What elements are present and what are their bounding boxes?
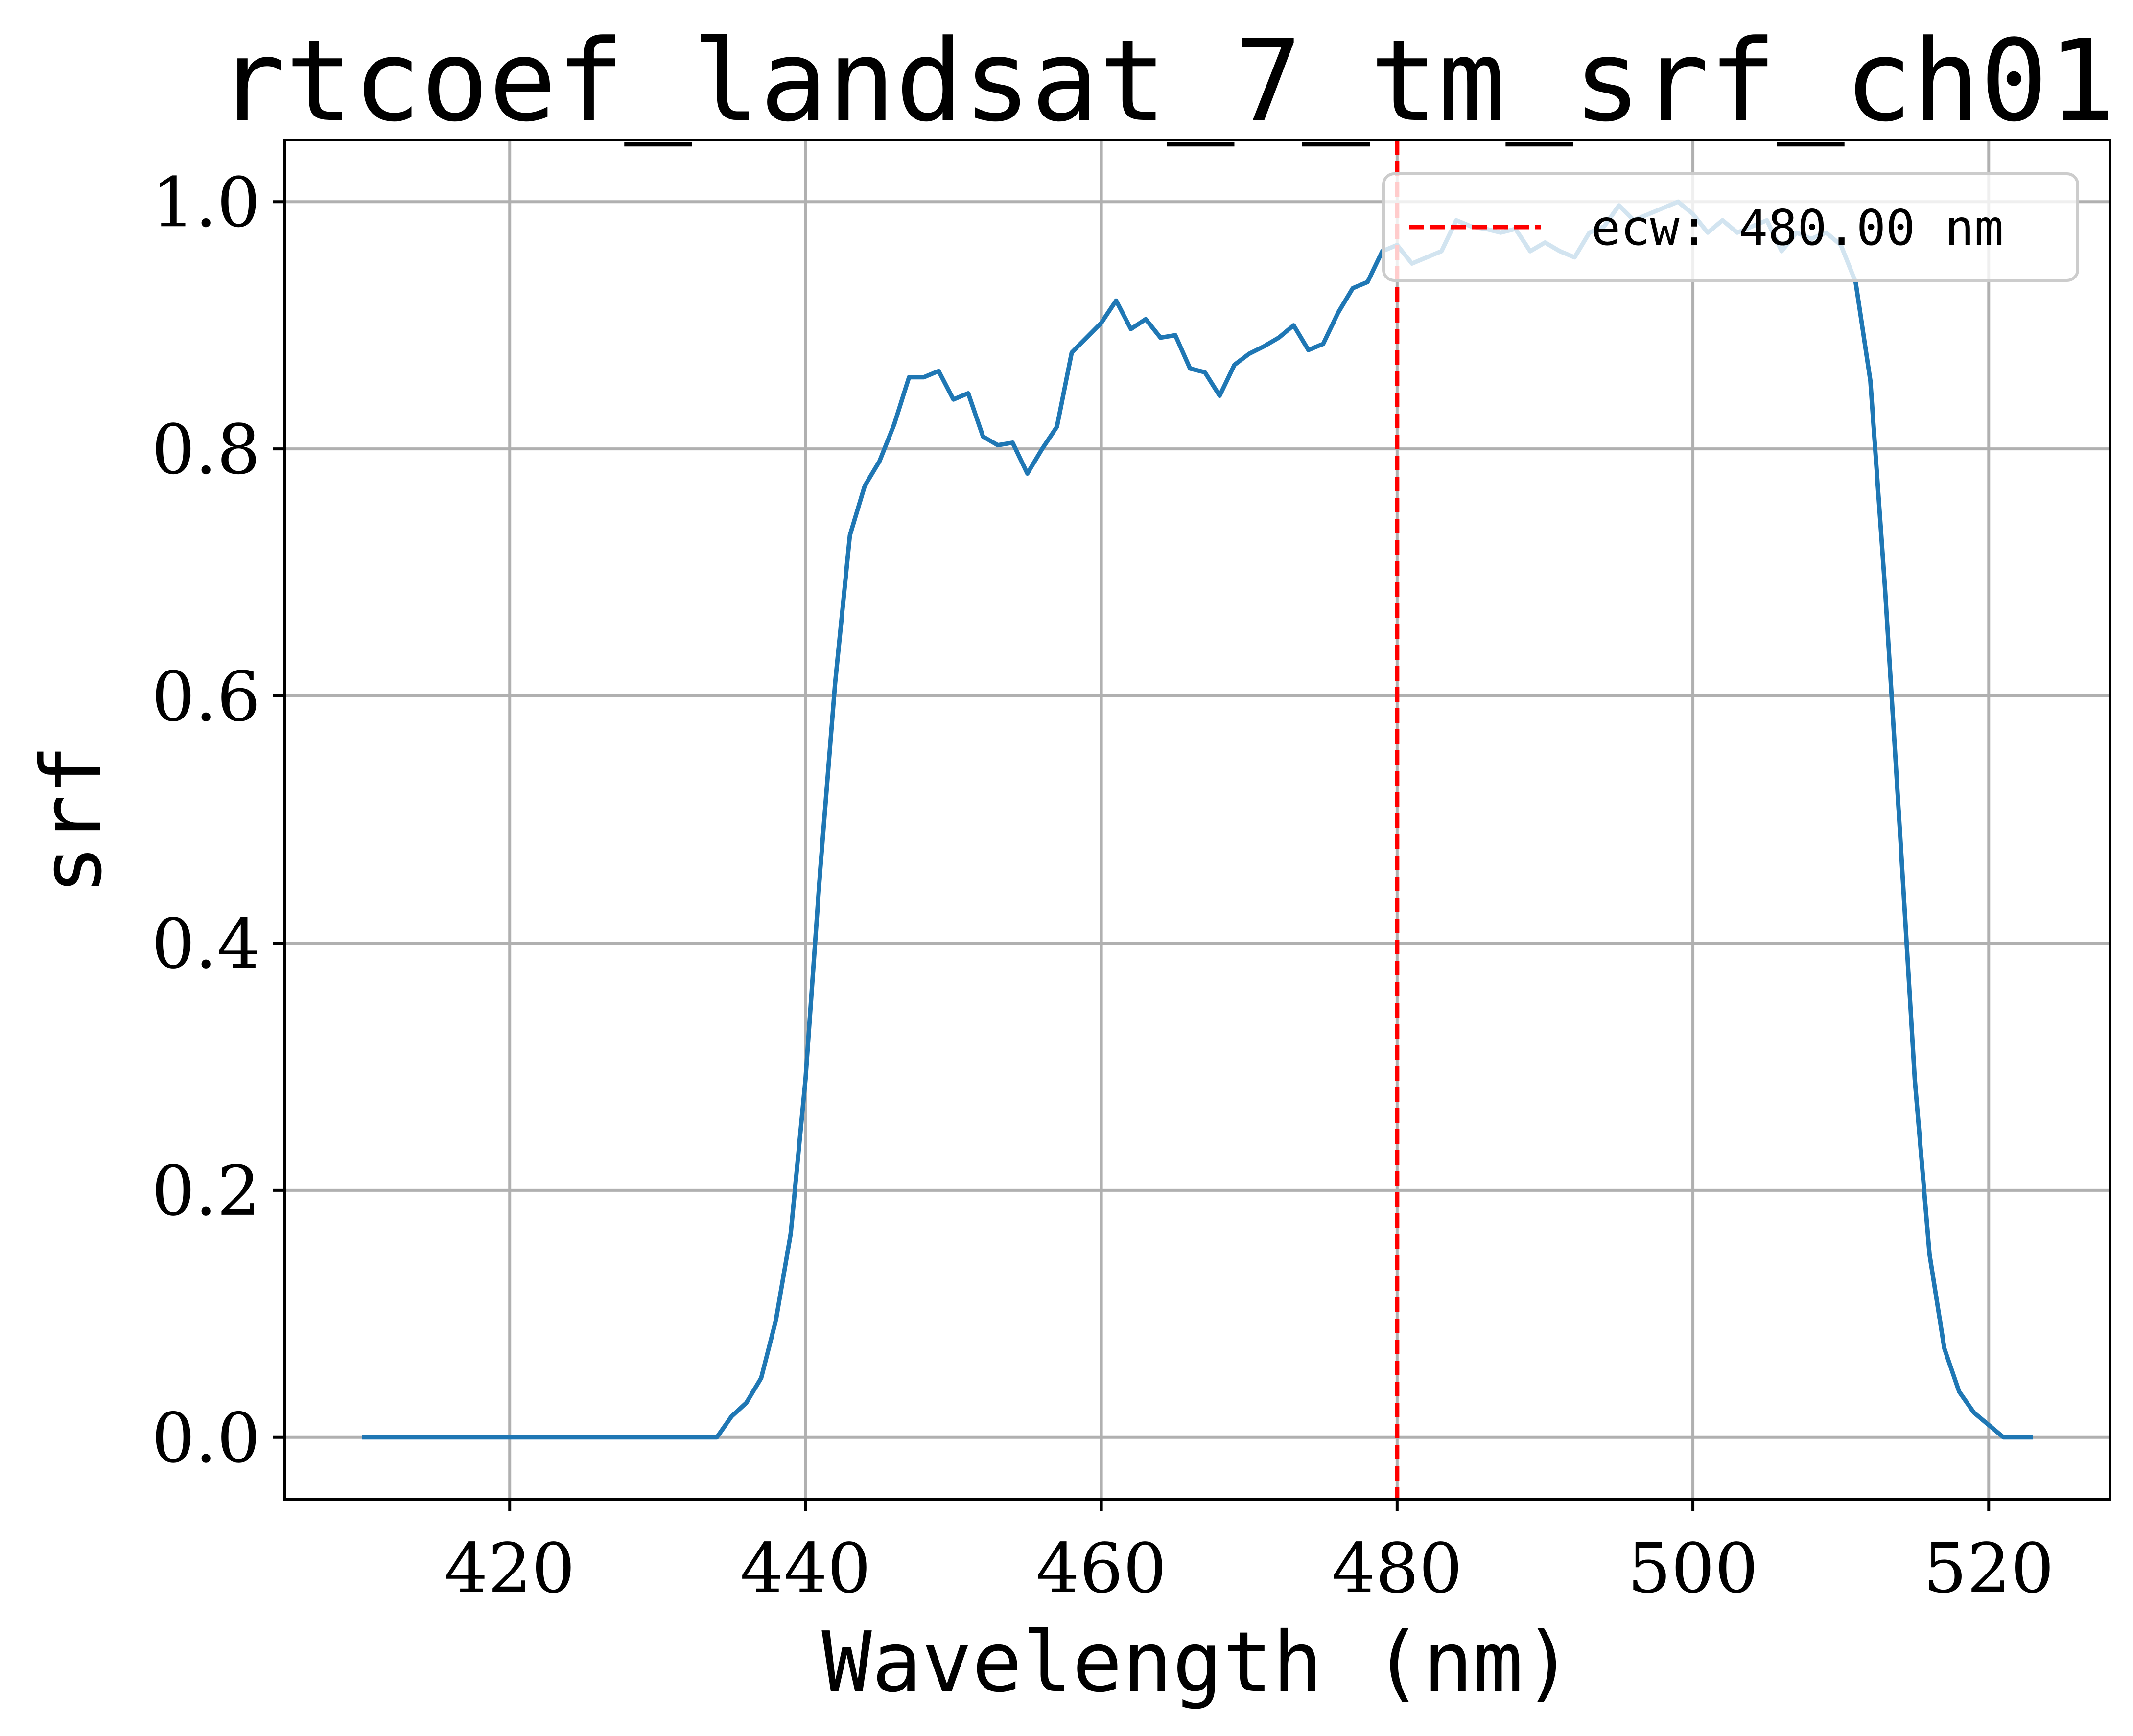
legend: ecw: 480.00 nm <box>1382 172 2079 282</box>
y-tick-label: 1.0 <box>151 163 260 243</box>
x-axis-ticks: 420 440 460 480 500 520 <box>445 1499 2054 1609</box>
x-tick-label: 520 <box>1923 1529 2054 1609</box>
x-axis-label: Wavelength (nm) <box>821 1614 1573 1711</box>
x-tick-label: 460 <box>1036 1529 1167 1609</box>
chart-title: rtcoef_landsat_7_tm_srf_ch01 <box>217 16 2115 147</box>
y-tick-label: 0.2 <box>151 1152 260 1231</box>
x-tick-label: 480 <box>1332 1529 1462 1609</box>
legend-ecw-label: ecw: 480.00 nm <box>1591 199 2004 256</box>
plot-area <box>362 140 2033 1499</box>
x-tick-label: 500 <box>1627 1529 1758 1609</box>
x-tick-label: 440 <box>740 1529 871 1609</box>
y-tick-label: 0.0 <box>151 1399 260 1479</box>
y-tick-label: 0.4 <box>151 904 260 984</box>
legend-box <box>1382 172 2079 282</box>
grid <box>285 140 2110 1499</box>
plot-frame <box>283 139 2111 1501</box>
y-tick-label: 0.6 <box>151 657 260 737</box>
x-tick-label: 420 <box>445 1529 575 1609</box>
y-axis-ticks: 0.0 0.2 0.4 0.6 0.8 1.0 <box>151 163 285 1479</box>
y-tick-label: 0.8 <box>151 410 260 490</box>
srf-curve <box>362 199 2033 1440</box>
y-axis-label: srf <box>23 744 120 895</box>
